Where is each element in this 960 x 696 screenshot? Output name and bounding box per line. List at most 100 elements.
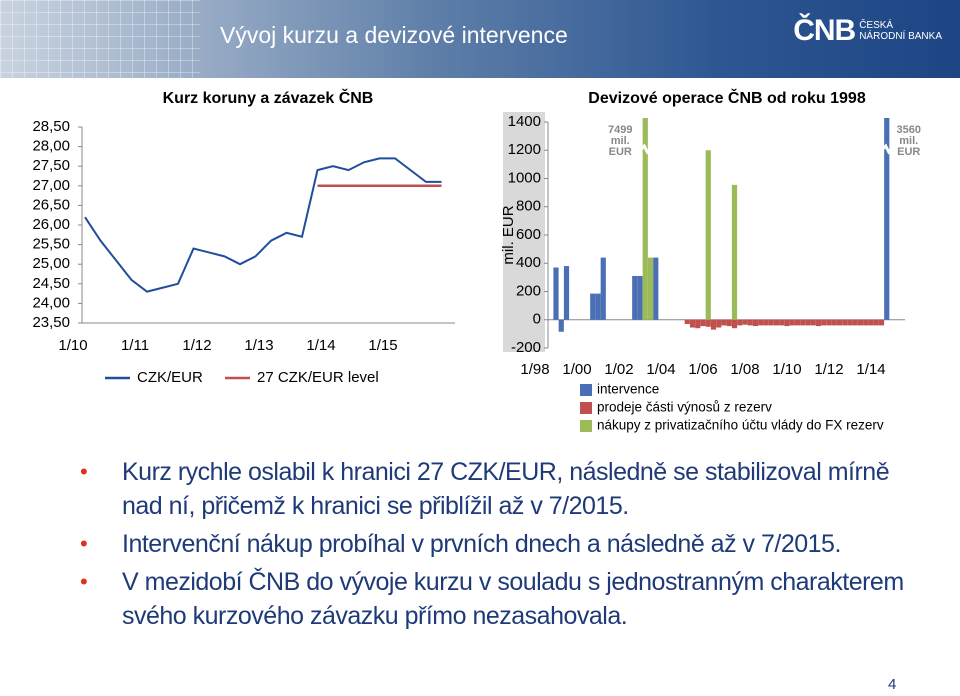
annotation-line: EUR — [609, 146, 632, 158]
bullet-text: Intervenční nákup probíhal v prvních dne… — [122, 530, 841, 558]
bar — [653, 257, 659, 320]
x-tick-label: 1/06 — [688, 361, 717, 378]
logo-line: NÁRODNÍ BANKA — [859, 31, 942, 42]
bar — [847, 319, 853, 326]
x-tick-label: 1/10 — [772, 361, 801, 378]
bar — [794, 319, 801, 326]
annotation-line: 7499 — [608, 124, 632, 136]
bar — [705, 150, 711, 320]
annotation-line: mil. — [611, 135, 630, 147]
x-tick-label: 1/10 — [58, 337, 87, 354]
bar — [731, 184, 738, 320]
bar — [842, 319, 848, 326]
logo-text: ČESKÁ NÁRODNÍ BANKA — [859, 20, 942, 42]
bar — [695, 319, 701, 329]
bar — [815, 319, 822, 327]
bar — [821, 319, 827, 326]
y-tick-label: 1200 — [508, 141, 541, 158]
bar — [647, 257, 654, 320]
slide-title: Vývoj kurzu a devizové intervence — [220, 22, 568, 48]
bar — [773, 319, 780, 326]
y-axis-band — [503, 112, 545, 352]
x-tick-label: 1/14 — [856, 361, 885, 378]
bar — [737, 319, 743, 326]
y-tick-label: 26,00 — [32, 216, 70, 233]
y-tick-label: 1400 — [508, 113, 541, 130]
x-tick-label: 1/04 — [646, 361, 675, 378]
legend-label: prodeje části výnosů z rezerv — [597, 400, 772, 415]
y-tick-label: 0 — [533, 311, 541, 328]
bar — [836, 319, 843, 326]
y-tick-label: 24,50 — [32, 275, 70, 292]
y-tick-label: 200 — [516, 282, 541, 299]
bar — [558, 319, 564, 332]
bar — [731, 319, 738, 329]
bar — [742, 319, 748, 325]
annotation: 7499 mil. EUR — [608, 124, 632, 158]
page-number: 4 — [888, 676, 897, 693]
x-tick-label: 1/12 — [182, 337, 211, 354]
y-tick-label: 25,00 — [32, 255, 70, 272]
x-tick-label: 1/11 — [121, 337, 149, 354]
x-tick-label: 1/08 — [730, 361, 759, 378]
y-tick-label: 25,50 — [32, 236, 70, 253]
annotation-line: 3560 — [897, 124, 921, 136]
bar — [721, 319, 727, 326]
legend-label: 27 CZK/EUR level — [257, 369, 379, 386]
y-tick-label: 600 — [516, 226, 541, 243]
annotation: 3560 mil. EUR — [897, 124, 921, 158]
bar — [637, 275, 643, 320]
chart-title: Kurz koruny a závazek ČNB — [163, 88, 374, 107]
bar — [595, 293, 601, 320]
legend-label: intervence — [597, 382, 659, 397]
bar — [768, 319, 774, 326]
bar — [826, 319, 832, 326]
header-band — [0, 0, 960, 78]
axis-break — [639, 143, 653, 155]
y-tick-label: 26,50 — [32, 196, 70, 213]
bar — [868, 319, 874, 326]
annotation-line: mil. — [899, 135, 918, 147]
bullet-text: V mezidobí ČNB do vývoje kurzu v souladu… — [122, 568, 904, 630]
bar — [716, 319, 722, 328]
x-tick-label: 1/02 — [604, 361, 633, 378]
bar — [632, 275, 638, 320]
bar — [789, 319, 795, 326]
y-tick-label: -200 — [511, 339, 541, 356]
y-tick-label: 28,00 — [32, 138, 70, 155]
bar — [779, 319, 785, 326]
charts: Kurz koruny a závazek ČNB 23,50 24,00 24,50… — [32, 88, 921, 433]
bar — [726, 319, 732, 327]
header-pattern — [0, 0, 200, 78]
logo-line: ČESKÁ — [859, 20, 894, 31]
y-tick-label: 24,00 — [32, 294, 70, 311]
bar — [763, 319, 769, 326]
axis-break — [880, 143, 894, 155]
logo-mark: ČNB — [793, 14, 856, 47]
legend-label: nákupy z privatizačního účtu vlády do FX… — [597, 418, 884, 433]
x-tick-label: 1/12 — [814, 361, 843, 378]
y-tick-label: 1000 — [508, 169, 541, 186]
bar — [684, 319, 690, 324]
bar — [553, 267, 559, 320]
y-tick-label: 400 — [516, 254, 541, 271]
bar — [878, 319, 885, 326]
y-tick-label: 28,50 — [32, 118, 70, 135]
bar — [705, 319, 711, 327]
bars — [553, 118, 890, 332]
bullet: • Intervenční nákup probíhal v prvních dn… — [80, 530, 841, 558]
bar — [758, 319, 764, 326]
bar — [752, 319, 759, 327]
y-tick-label: 27,50 — [32, 157, 70, 174]
x-tick-label: 1/00 — [562, 361, 591, 378]
legend-swatch — [580, 402, 592, 414]
bar — [747, 319, 753, 326]
bar — [873, 319, 879, 326]
bar — [863, 319, 869, 326]
bar — [689, 319, 696, 328]
bullet-text: Kurz rychle oslabil k hranici 27 CZK/EUR… — [122, 458, 890, 520]
y-axis-label: mil. EUR — [500, 205, 517, 264]
bar — [852, 319, 858, 326]
bullet: • Kurz rychle oslabil k hranici 27 CZK/EU… — [80, 458, 890, 520]
y-tick-label: 27,00 — [32, 177, 70, 194]
